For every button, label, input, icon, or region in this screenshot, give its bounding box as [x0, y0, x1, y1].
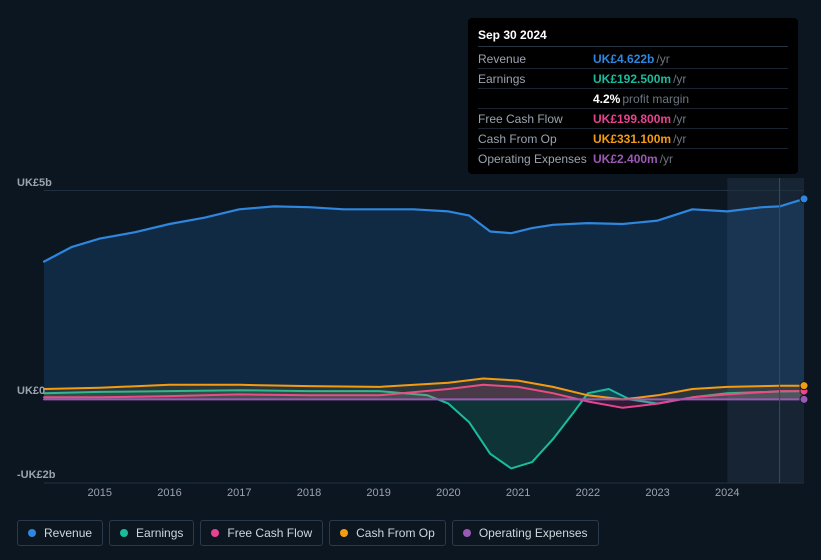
financials-chart [0, 0, 821, 560]
x-axis-tick-label: 2022 [576, 487, 600, 499]
x-axis-tick-label: 2019 [366, 487, 390, 499]
y-axis-tick-label: -UK£2b [17, 469, 56, 481]
x-axis-tick-label: 2017 [227, 487, 251, 499]
legend-label: Revenue [44, 526, 92, 540]
legend-label: Cash From Op [356, 526, 435, 540]
x-axis-tick-label: 2018 [297, 487, 321, 499]
x-axis-tick-label: 2015 [88, 487, 112, 499]
x-axis-tick-label: 2023 [645, 487, 669, 499]
y-axis-tick-label: UK£5b [17, 177, 52, 189]
legend-dot [120, 529, 128, 537]
x-axis-tick-label: 2024 [715, 487, 739, 499]
legend-dot [28, 529, 36, 537]
legend-item-free-cash-flow[interactable]: Free Cash Flow [200, 520, 323, 546]
x-axis-tick-label: 2021 [506, 487, 530, 499]
legend-dot [340, 529, 348, 537]
legend-dot [211, 529, 219, 537]
x-axis-tick-label: 2020 [436, 487, 460, 499]
legend-item-revenue[interactable]: Revenue [17, 520, 103, 546]
y-axis-tick-label: UK£0 [17, 385, 45, 397]
legend-item-earnings[interactable]: Earnings [109, 520, 194, 546]
legend-item-operating-expenses[interactable]: Operating Expenses [452, 520, 599, 546]
legend-item-cash-from-op[interactable]: Cash From Op [329, 520, 446, 546]
legend-label: Operating Expenses [479, 526, 588, 540]
legend-bar: Revenue Earnings Free Cash Flow Cash From O… [17, 520, 599, 546]
legend-dot [463, 529, 471, 537]
legend-label: Free Cash Flow [227, 526, 312, 540]
x-axis-tick-label: 2016 [157, 487, 181, 499]
legend-label: Earnings [136, 526, 183, 540]
